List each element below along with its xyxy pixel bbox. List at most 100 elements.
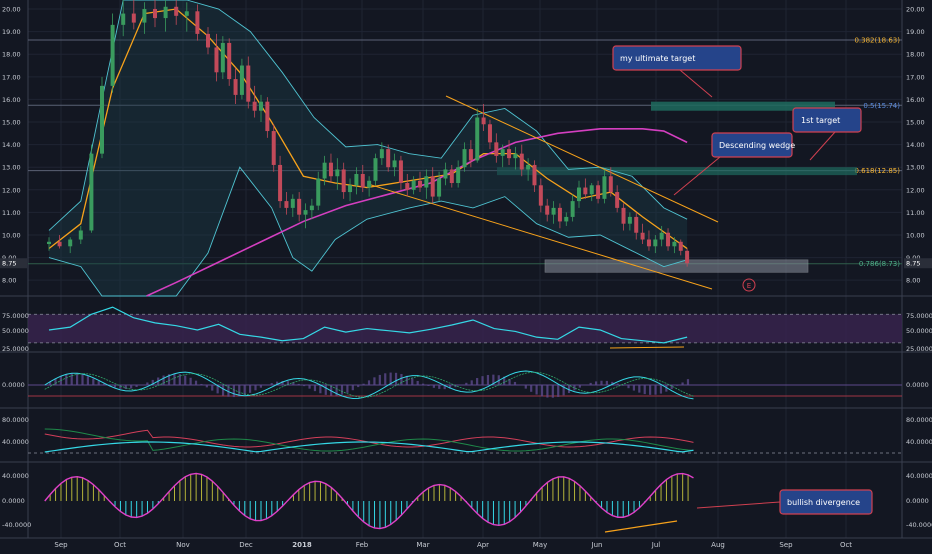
- fib-label: 0.5(15.74): [863, 102, 900, 110]
- price-tick-left: 8.00: [2, 277, 16, 285]
- macd-bar: [595, 381, 597, 385]
- candle-body: [507, 149, 511, 158]
- candle-body: [100, 86, 104, 154]
- candle-body: [641, 233, 645, 240]
- time-tick: Aug: [711, 541, 725, 549]
- candle[interactable]: [89, 145, 93, 233]
- macd-bar: [271, 383, 273, 385]
- macd-bar: [357, 385, 359, 387]
- macd-bar: [368, 380, 370, 385]
- candle[interactable]: [111, 14, 115, 93]
- candle-body: [348, 185, 352, 192]
- macd-bar: [465, 383, 467, 385]
- candle-body: [329, 163, 333, 177]
- candle-body: [412, 181, 416, 190]
- candle-body: [552, 208, 556, 215]
- macd-bar: [87, 376, 89, 385]
- macd-bar: [363, 384, 365, 385]
- candle-body: [142, 9, 146, 23]
- candle-body: [571, 201, 575, 217]
- price-tick-right: 10.00: [906, 231, 925, 239]
- candle-body: [501, 149, 505, 156]
- macd-bar: [579, 385, 581, 388]
- candle-body: [647, 240, 651, 247]
- candle-body: [463, 149, 467, 167]
- time-tick: Sep: [779, 541, 793, 549]
- price-tick-left: 20.00: [2, 6, 21, 14]
- rsi-tick-left: 50.0000: [2, 327, 29, 335]
- candle-body: [291, 199, 295, 208]
- candle-body: [234, 79, 238, 95]
- candle-body: [443, 169, 447, 178]
- macd-bar: [417, 381, 419, 385]
- macd-bar: [146, 382, 148, 385]
- osc-tick-right: 0.0000: [906, 497, 929, 505]
- candle-body: [526, 165, 530, 170]
- candle-body: [380, 149, 384, 158]
- time-tick: Oct: [840, 541, 852, 549]
- candle-body: [431, 176, 435, 196]
- macd-bar: [530, 385, 532, 392]
- candle-body: [494, 142, 498, 156]
- macd-bar: [200, 384, 202, 385]
- macd-tick-left: 0.0000: [2, 381, 25, 389]
- candle-body: [367, 181, 371, 188]
- candle-body: [246, 66, 250, 102]
- macd-bar: [206, 385, 208, 387]
- macd-bar: [638, 385, 640, 393]
- adx-tick-left: 80.0000: [2, 416, 29, 424]
- candle-body: [660, 233, 664, 240]
- time-tick: Nov: [176, 541, 190, 549]
- adx-tick-right: 40.0000: [906, 438, 932, 446]
- macd-bar: [411, 378, 413, 385]
- osc-tick-left: 40.0000: [2, 472, 29, 480]
- candle[interactable]: [100, 77, 104, 158]
- macd-bar: [76, 373, 78, 385]
- macd-bar: [173, 374, 175, 385]
- price-tick-left: 19.00: [2, 28, 21, 36]
- candle[interactable]: [227, 38, 231, 85]
- adx-tick-left: 40.0000: [2, 438, 29, 446]
- callout-first-target-text: 1st target: [801, 116, 840, 125]
- macd-bar: [557, 385, 559, 397]
- candle[interactable]: [272, 124, 276, 171]
- macd-bar: [65, 374, 67, 385]
- rsi-tick-left: 25.0000: [2, 345, 29, 353]
- candle-body: [539, 185, 543, 205]
- time-tick: Sep: [54, 541, 68, 549]
- candle-body: [284, 201, 288, 208]
- candle-body: [513, 154, 517, 159]
- candle-body: [456, 167, 460, 183]
- time-tick: Apr: [477, 541, 489, 549]
- macd-bar: [649, 385, 651, 395]
- callout-ultimate-target-text: my ultimate target: [620, 54, 695, 63]
- rsi-tick-right: 25.0000: [906, 345, 932, 353]
- time-tick: May: [533, 541, 547, 549]
- candle-body: [164, 7, 168, 18]
- candle-body: [354, 174, 358, 185]
- candle-body: [214, 47, 218, 72]
- time-tick: Mar: [416, 541, 429, 549]
- candle-body: [577, 188, 581, 202]
- candle-body: [602, 176, 606, 199]
- rsi-tick-left: 75.0000: [2, 312, 29, 320]
- candle-body: [68, 240, 72, 247]
- time-tick: Dec: [239, 541, 253, 549]
- price-tick-left: 13.00: [2, 164, 21, 172]
- price-tick-right: 17.00: [906, 73, 925, 81]
- candle-body: [405, 183, 409, 190]
- candle-body: [469, 149, 473, 160]
- macd-bar: [341, 385, 343, 395]
- candle-body: [672, 242, 676, 247]
- candle-body: [174, 7, 178, 16]
- price-tick-right: 15.00: [906, 119, 925, 127]
- candle-body: [304, 210, 308, 215]
- candle-body: [679, 242, 683, 251]
- macd-bar: [438, 385, 440, 389]
- candle[interactable]: [373, 154, 377, 186]
- osc-tick-left: -40.0000: [2, 521, 31, 529]
- candle-body: [342, 169, 346, 192]
- price-tick-left: 14.00: [2, 141, 21, 149]
